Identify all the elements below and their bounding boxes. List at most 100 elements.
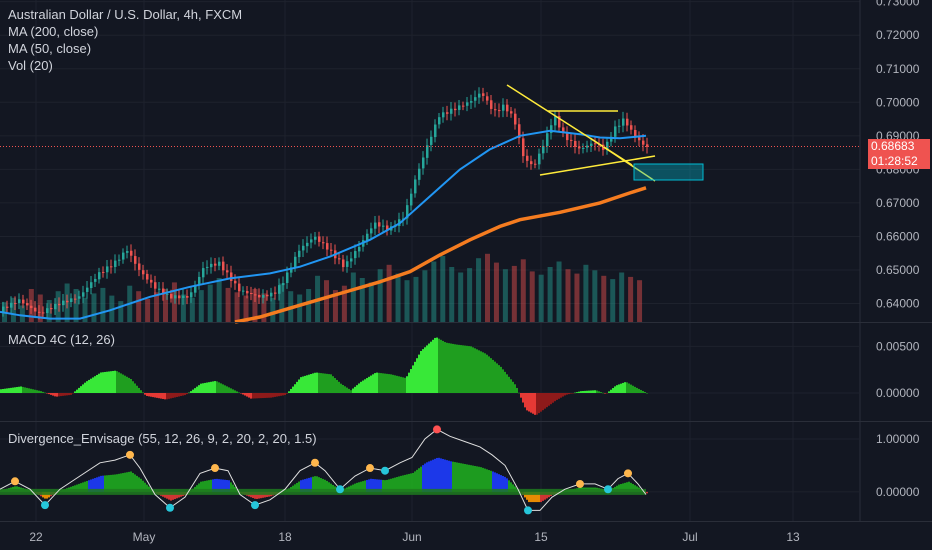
divergence-histogram-bar (318, 477, 320, 492)
candle-body (422, 157, 425, 169)
macd-bar (204, 382, 206, 393)
divergence-histogram-bar (450, 461, 452, 492)
macd-bar (616, 385, 618, 393)
divergence-histogram-bar (646, 491, 648, 494)
divergence-histogram-bar (218, 479, 220, 492)
candle-body (638, 137, 641, 141)
macd-bar (370, 375, 372, 393)
time-axis-label: 13 (786, 530, 800, 544)
macd-bar (28, 388, 30, 393)
candle-body (30, 305, 33, 309)
macd-bar (288, 391, 290, 393)
candle-body (2, 306, 5, 312)
macd-bar (494, 361, 496, 393)
macd-bar (170, 393, 172, 399)
divergence-histogram-bar (400, 475, 402, 492)
macd-bar (438, 338, 440, 393)
candle-body (222, 261, 225, 271)
macd-bar (126, 376, 128, 393)
macd-bar (168, 393, 170, 399)
macd-bar (498, 365, 500, 393)
macd-bar (146, 393, 148, 396)
divergence-histogram-bar (196, 485, 198, 492)
volume-bar (628, 276, 634, 322)
candle-body (190, 292, 193, 298)
macd-bar (180, 393, 182, 397)
divergence-histogram-bar (294, 484, 296, 492)
macd-bar (268, 393, 270, 398)
divergence-histogram-bar (44, 491, 46, 499)
macd-bar (60, 393, 62, 397)
divergence-histogram-bar (358, 482, 360, 492)
macd-bar (254, 393, 256, 399)
candle-body (154, 282, 157, 289)
divergence-histogram-bar (174, 491, 176, 500)
volume-bar (601, 275, 607, 322)
volume-bar (216, 278, 222, 322)
candle-body (350, 258, 353, 262)
macd-bar (322, 373, 324, 393)
divergence-histogram-bar (364, 480, 366, 492)
macd-bar (62, 393, 64, 396)
price-axis-label: 0.64000 (876, 297, 920, 311)
macd-bar (444, 342, 446, 393)
macd-bar (118, 372, 120, 393)
macd-bar (566, 393, 568, 395)
divergence-histogram-bar (542, 491, 544, 501)
volume-bar (529, 271, 535, 322)
macd-bar (338, 381, 340, 393)
macd-bar (646, 393, 648, 394)
divergence-zero-band (0, 488, 646, 495)
macd-bar (522, 393, 524, 403)
candle-body (42, 312, 45, 314)
pane-separator[interactable] (0, 322, 932, 323)
volume-bar (359, 278, 365, 322)
divergence-histogram-bar (406, 474, 408, 492)
macd-bar (316, 372, 318, 393)
volume-bar (234, 292, 240, 322)
divergence-signal-dot (251, 501, 259, 510)
macd-bar (552, 393, 554, 403)
divergence-histogram-bar (390, 478, 392, 492)
macd-bar (508, 376, 510, 393)
macd-bar (68, 393, 70, 396)
divergence-histogram-bar (482, 467, 484, 492)
macd-bar (632, 385, 634, 393)
divergence-histogram-bar (296, 482, 298, 492)
macd-bar (334, 378, 336, 393)
volume-bar (198, 290, 204, 322)
candle-body (518, 124, 521, 139)
pane-separator[interactable] (0, 421, 932, 422)
volume-bar (538, 274, 544, 322)
macd-bar (44, 392, 46, 394)
divergence-histogram-bar (484, 468, 486, 492)
divergence-histogram-bar (530, 491, 532, 503)
candle-body (118, 259, 121, 261)
macd-bar (136, 385, 138, 393)
candle-body (126, 251, 129, 253)
macd-bar (412, 365, 414, 393)
divergence-histogram-bar (304, 479, 306, 492)
divergence-histogram-bar (536, 491, 538, 503)
macd-bar (486, 354, 488, 393)
macd-bar (536, 393, 538, 415)
macd-bar (562, 393, 564, 397)
divergence-histogram-bar (130, 471, 132, 492)
divergence-histogram-bar (316, 476, 318, 492)
candle-body (478, 93, 481, 98)
candle-body (538, 153, 541, 165)
candle-body (482, 93, 485, 96)
divergence-histogram-bar (478, 466, 480, 492)
macd-bar (228, 387, 230, 393)
macd-bar (518, 392, 520, 394)
candle-body (194, 284, 197, 293)
divergence-histogram-bar (360, 481, 362, 492)
divergence-histogram-bar (126, 472, 128, 492)
divergence-histogram-bar (308, 477, 310, 492)
candle-body (262, 295, 265, 298)
candle-body (310, 239, 313, 243)
macd-bar (64, 393, 66, 396)
time-axis-label: Jul (682, 530, 697, 544)
macd-bar (174, 393, 176, 398)
